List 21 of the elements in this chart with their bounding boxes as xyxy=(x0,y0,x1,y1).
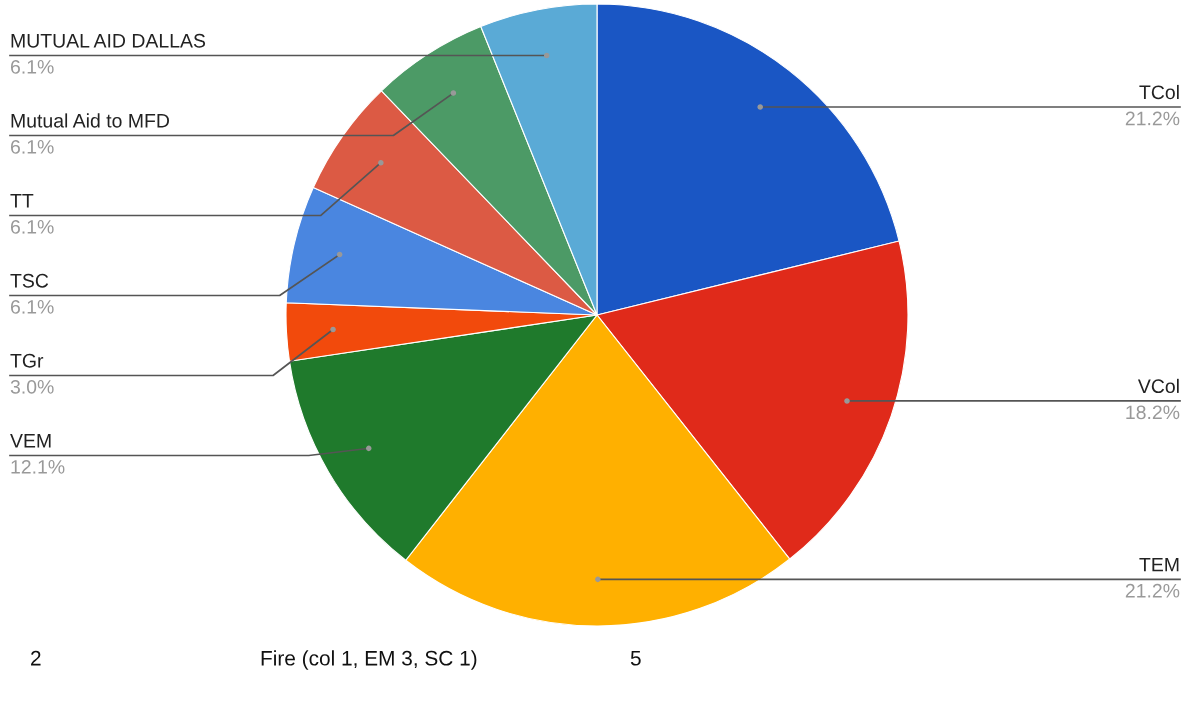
slice-label: TSC xyxy=(10,273,49,288)
data-label: 21.2% xyxy=(1125,111,1180,126)
data-label: 21.2% xyxy=(1125,583,1180,598)
slice-label: MUTUAL AID DALLAS xyxy=(11,33,206,48)
data-label: 6.1% xyxy=(10,139,54,154)
slice-label: TGr xyxy=(10,353,44,368)
slice-label: TEM xyxy=(1139,557,1179,572)
slice-label: TT xyxy=(10,194,34,208)
slice-label: Mutual Aid to MFD xyxy=(11,113,170,128)
data-label: 6.1% xyxy=(10,299,54,314)
slice-label: VCol xyxy=(1137,378,1179,394)
data-label: 3.0% xyxy=(10,379,54,394)
slice-label: VEM xyxy=(10,434,51,448)
text: 5 xyxy=(630,651,641,666)
data-label: 18.2% xyxy=(1126,405,1180,420)
data-label: 12.1% xyxy=(11,459,65,474)
text: Fire (col 1, EM 3, SC 1) xyxy=(261,650,477,670)
data-label: 6.1% xyxy=(10,59,54,74)
data-label: 6.1% xyxy=(10,219,54,234)
text: 2 xyxy=(31,650,41,666)
slice-label: TCol xyxy=(1139,84,1179,100)
